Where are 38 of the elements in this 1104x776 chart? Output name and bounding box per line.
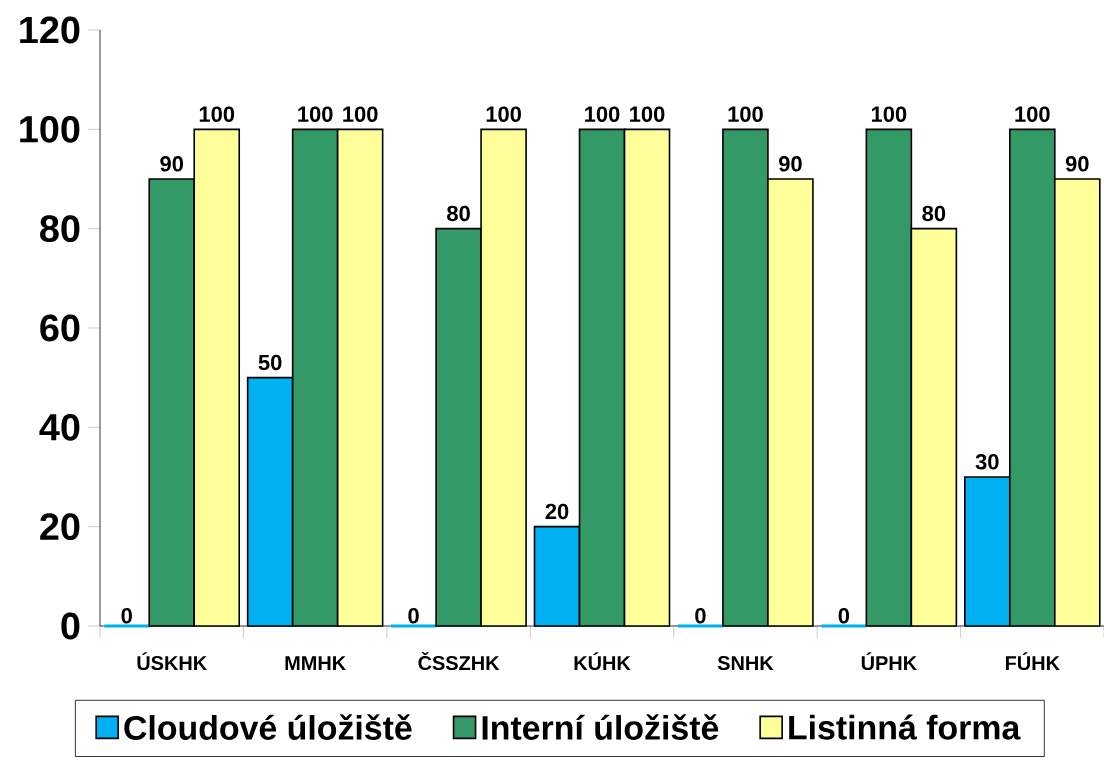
data-label: 100: [630, 106, 665, 122]
x-tick-label: ÚPHK: [861, 652, 917, 671]
data-label: 30: [975, 454, 999, 470]
data-label: 90: [160, 156, 183, 172]
legend-label: Cloudové úložiště: [124, 714, 412, 740]
data-label: 100: [1015, 106, 1050, 122]
y-tick-label: 120: [20, 16, 80, 44]
data-label: 100: [728, 106, 763, 122]
data-label: 100: [199, 106, 235, 122]
data-label: 0: [838, 608, 850, 624]
data-label: 90: [779, 156, 802, 172]
legend-label: Interní úložiště: [482, 714, 719, 740]
data-label: 20: [545, 503, 569, 520]
x-tick-label: KÚHK: [574, 652, 631, 671]
y-tick-label: 0: [61, 612, 80, 640]
x-tick-label: MMHK: [285, 656, 346, 670]
y-tick-label: 80: [40, 215, 80, 243]
x-tick-label: FÚHK: [1005, 652, 1060, 671]
data-label: 100: [486, 106, 521, 122]
x-tick-label: SNHK: [717, 655, 774, 671]
data-label: 80: [447, 205, 470, 222]
data-label: 50: [258, 354, 282, 371]
y-tick-label: 60: [40, 314, 80, 342]
data-label: 100: [298, 106, 333, 122]
data-label: 80: [922, 205, 946, 222]
data-label: 0: [408, 608, 419, 624]
legend-label: Listinná forma: [789, 714, 1021, 740]
data-label: 100: [871, 106, 907, 122]
x-tick-label: ČSSZHK: [418, 652, 500, 671]
x-tick-label: ÚSKHK: [137, 652, 207, 671]
data-label: 0: [695, 608, 706, 624]
data-label: 100: [343, 106, 378, 122]
data-label: 90: [1065, 156, 1089, 172]
data-label: 0: [121, 608, 132, 624]
y-tick-label: 100: [20, 115, 80, 143]
y-tick-label: 40: [39, 413, 80, 441]
data-label: 100: [585, 106, 620, 122]
y-tick-label: 20: [40, 513, 80, 541]
